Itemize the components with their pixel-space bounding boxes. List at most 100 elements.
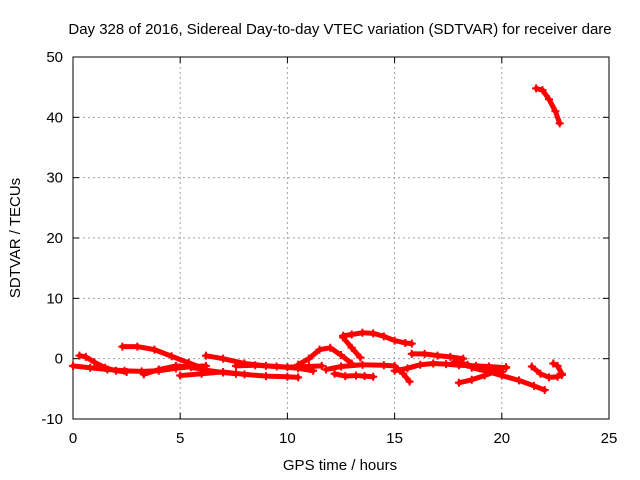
data-point — [321, 365, 330, 374]
data-point — [283, 372, 292, 381]
data-point — [219, 367, 228, 376]
grid — [73, 57, 609, 419]
data-point — [167, 352, 176, 361]
data-point — [420, 349, 429, 358]
data-point — [450, 357, 459, 366]
data-point — [330, 369, 339, 378]
y-tick-label: 50 — [46, 49, 63, 66]
series-trace — [533, 85, 563, 126]
data-point — [294, 360, 303, 369]
data-point — [101, 363, 110, 372]
data-point — [442, 360, 451, 369]
data-point — [251, 361, 260, 370]
data-point — [549, 359, 558, 368]
data-point — [379, 361, 388, 370]
data-point — [272, 362, 281, 371]
data-point — [86, 363, 95, 372]
data-point — [467, 375, 476, 384]
axis-ticks: 0 5 10 15 20 25 -10 0 10 20 30 40 50 — [41, 49, 617, 447]
data-point — [294, 373, 303, 382]
data-point — [347, 343, 356, 352]
y-tick-label: 10 — [46, 290, 63, 307]
data-point — [81, 352, 90, 361]
data-point — [407, 339, 416, 348]
data-track-17 — [467, 363, 549, 395]
data-point — [133, 342, 142, 351]
data-point — [347, 330, 356, 339]
data-point — [403, 364, 412, 373]
data-point — [341, 372, 350, 381]
data-point — [557, 369, 566, 378]
data-track-19 — [549, 359, 566, 378]
data-point — [369, 372, 378, 381]
x-tick-label: 25 — [601, 430, 618, 447]
data-point — [139, 370, 148, 379]
data-track-10 — [321, 360, 414, 386]
chart-title: Day 328 of 2016, Sidereal Day-to-day VTE… — [68, 21, 611, 38]
data-point — [429, 359, 438, 368]
data-point — [538, 86, 547, 95]
data-track-2 — [75, 351, 131, 376]
data-track-5 — [176, 367, 303, 382]
data-point — [446, 352, 455, 361]
data-point — [540, 386, 549, 395]
x-tick-label: 20 — [493, 430, 510, 447]
data-track-9 — [330, 369, 378, 381]
data-point — [433, 351, 442, 360]
data-point — [544, 95, 553, 104]
data-point — [154, 365, 163, 374]
data-point — [231, 361, 240, 370]
data-point — [532, 84, 541, 93]
data-point — [551, 107, 560, 116]
data-point — [122, 367, 131, 376]
data-point — [502, 363, 511, 372]
data-point — [358, 328, 367, 337]
data-point — [497, 371, 506, 380]
y-tick-label: -10 — [41, 411, 63, 428]
data-point — [261, 372, 270, 381]
data-track-12 — [339, 333, 365, 362]
data-track-7 — [231, 361, 318, 375]
data-point — [480, 366, 489, 375]
data-point — [201, 351, 210, 360]
data-point — [369, 329, 378, 338]
data-point — [454, 378, 463, 387]
data-point — [536, 369, 545, 378]
data-point — [467, 363, 476, 372]
data-point — [150, 345, 159, 354]
data-point — [527, 362, 536, 371]
x-tick-label: 0 — [69, 430, 77, 447]
data-point — [555, 119, 564, 128]
data-point — [390, 336, 399, 345]
y-tick-label: 20 — [46, 230, 63, 247]
data-point — [75, 351, 84, 360]
data-point — [315, 345, 324, 354]
data-point — [337, 362, 345, 371]
data-point — [69, 361, 77, 370]
y-axis-label: SDTVAR / TECUs — [7, 178, 24, 298]
data-point — [240, 370, 249, 379]
data-point — [390, 366, 399, 375]
data-point — [339, 333, 348, 342]
data-track-20 — [532, 84, 564, 128]
data-point — [90, 358, 99, 367]
data-point — [337, 351, 345, 360]
data-point — [407, 349, 416, 358]
data-point — [529, 381, 538, 390]
data-point — [317, 361, 326, 370]
data-point — [326, 343, 335, 352]
x-tick-label: 10 — [279, 430, 296, 447]
data-point — [514, 376, 523, 385]
data-point — [553, 361, 562, 370]
data-point — [358, 360, 367, 369]
data-point — [463, 360, 472, 369]
data-point — [186, 363, 195, 372]
data-point — [171, 361, 180, 370]
data-point — [360, 372, 369, 381]
data-track-18 — [527, 362, 566, 382]
data-track-14 — [407, 349, 468, 363]
data-point — [356, 353, 365, 362]
y-tick-label: 30 — [46, 170, 63, 187]
x-axis-label: GPS time / hours — [283, 457, 397, 474]
